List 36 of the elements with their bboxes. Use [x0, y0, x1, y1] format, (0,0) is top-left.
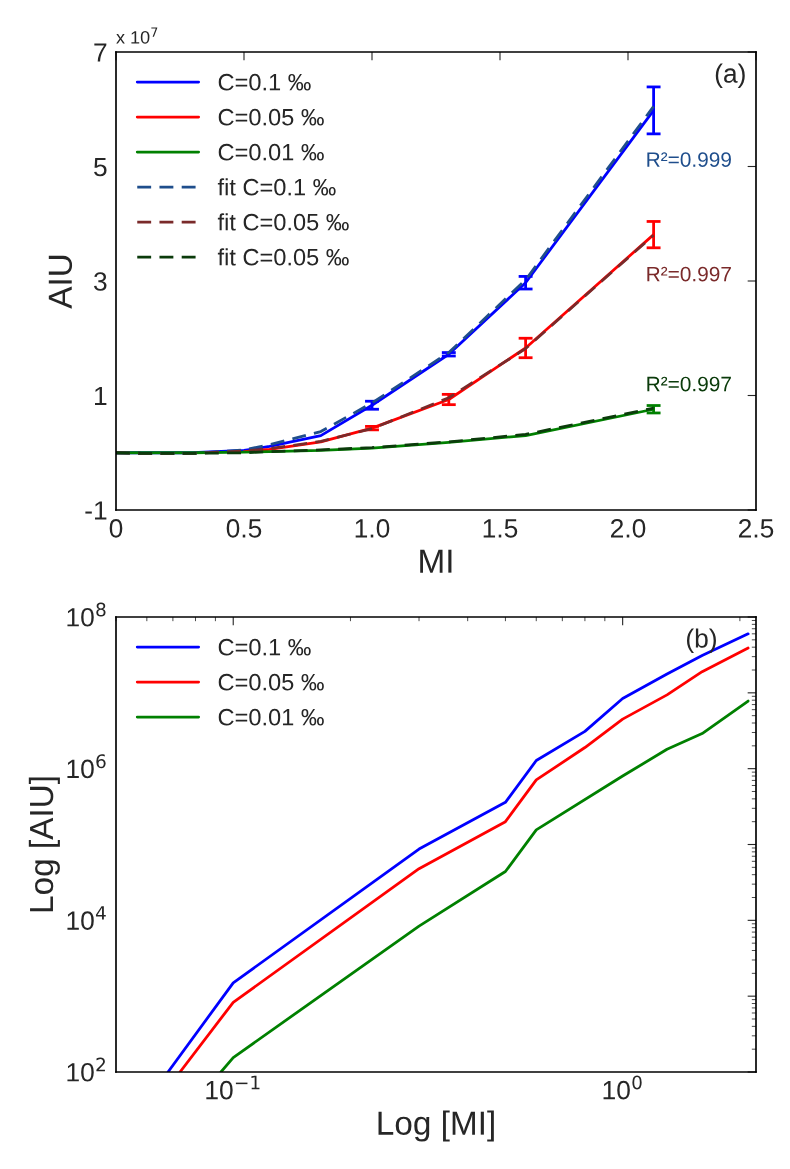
- legend-label: fit C=0.1 ‰: [217, 178, 336, 196]
- x-tick-label: 10$^{−1}$: [206, 1075, 260, 1100]
- x-tick-label: 0.5: [226, 519, 262, 538]
- annotation: R²=0.997: [647, 376, 731, 392]
- text: x 10$^{7}$: [116, 27, 158, 44]
- legend-label: C=0.05 ‰: [218, 673, 324, 691]
- x-tick-label: 1.5: [483, 519, 518, 538]
- legend-label: fit C=0.05 ‰: [217, 213, 349, 231]
- y-tick-label: 1: [95, 386, 107, 406]
- y-tick-label: 3: [94, 272, 107, 291]
- legend-label: fit C=0.05 ‰: [217, 248, 349, 266]
- x-axis-title: MI: [420, 549, 452, 573]
- annotation: R²=0.997: [647, 266, 731, 282]
- y-axis-title: AIU: [48, 255, 73, 309]
- annotation: (b): [686, 628, 716, 653]
- x-axis-title: Log [MI]: [378, 1110, 494, 1142]
- y-tick-label: 5: [94, 157, 107, 177]
- y-tick-label: 10$^{8}$: [67, 602, 106, 627]
- y-tick-label: 10$^{2}$: [67, 1057, 105, 1082]
- legend-label: C=0.01 ‰: [218, 708, 324, 726]
- legend-label: C=0.1 ‰: [218, 73, 311, 91]
- x-tick-label: 10$^{0}$: [603, 1075, 642, 1100]
- annotation: (a): [715, 63, 745, 89]
- y-tick-label: 7: [94, 43, 107, 62]
- x-tick-label: 1.0: [355, 519, 390, 538]
- y-tick-label: 10$^{4}$: [67, 906, 106, 930]
- x-tick-label: 0: [109, 519, 123, 538]
- x-tick-label: 2.0: [610, 519, 646, 538]
- y-tick-label: -1: [85, 501, 107, 520]
- legend-label: C=0.01 ‰: [218, 143, 324, 161]
- y-axis-title: Log [AIU]: [28, 777, 60, 912]
- annotation: R²=0.999: [647, 152, 731, 167]
- legend-label: C=0.05 ‰: [218, 108, 324, 126]
- y-tick-label: 10$^{6}$: [67, 754, 106, 779]
- x-tick-label: 2.5: [738, 519, 774, 538]
- legend-label: C=0.1 ‰: [218, 638, 311, 656]
